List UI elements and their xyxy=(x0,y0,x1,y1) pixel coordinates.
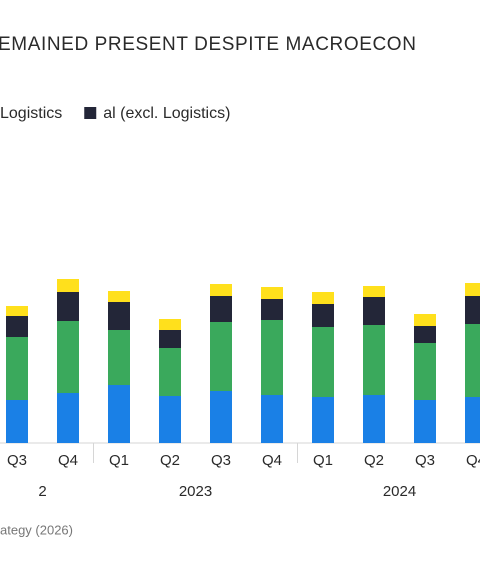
x-group-label: 2023 xyxy=(179,483,212,500)
bar-segment xyxy=(414,400,436,443)
bar-segment xyxy=(57,292,79,321)
bar-segment xyxy=(363,286,385,297)
legend-label: Logistics xyxy=(0,105,62,122)
x-group-label: 2 xyxy=(38,483,46,500)
chart-title: EMAINED PRESENT DESPITE MACROECON xyxy=(0,34,417,55)
x-tick-label: Q4 xyxy=(466,452,480,469)
bar-segment xyxy=(159,319,181,330)
bar-segment xyxy=(261,395,283,443)
bar-segment xyxy=(312,292,334,304)
bar-segment xyxy=(261,287,283,299)
x-tick-label: Q2 xyxy=(364,452,384,469)
bar-segment xyxy=(465,296,480,324)
bar-segment xyxy=(465,397,480,443)
bar-segment xyxy=(210,296,232,322)
bar-segment xyxy=(210,284,232,296)
bar-segment xyxy=(363,325,385,395)
bar-segment xyxy=(6,306,28,316)
bar-segment xyxy=(159,330,181,348)
legend-swatch xyxy=(84,107,97,119)
bar-segment xyxy=(159,348,181,396)
bar-segment xyxy=(363,297,385,325)
x-tick-label: Q4 xyxy=(262,452,282,469)
bar-segment xyxy=(465,283,480,296)
bar-segment xyxy=(108,330,130,385)
x-tick-label: Q3 xyxy=(7,452,27,469)
bar-segment xyxy=(210,322,232,391)
bar-segment xyxy=(6,316,28,337)
bar-segment xyxy=(312,304,334,327)
bar-segment xyxy=(261,299,283,320)
x-tick-label: Q4 xyxy=(58,452,78,469)
x-tick-label: Q1 xyxy=(109,452,129,469)
bar-segment xyxy=(363,395,385,443)
bar-segment xyxy=(414,343,436,400)
bar-segment xyxy=(6,337,28,400)
legend-label: al (excl. Logistics) xyxy=(103,105,230,122)
bar-segment xyxy=(6,400,28,443)
bar-segment xyxy=(312,327,334,397)
bar-segment xyxy=(108,385,130,443)
bar-segment xyxy=(261,320,283,395)
x-tick-label: Q3 xyxy=(211,452,231,469)
bar-segment xyxy=(108,291,130,302)
bar-segment xyxy=(414,314,436,326)
x-group-label: 2024 xyxy=(383,483,416,500)
x-tick-label: Q3 xyxy=(415,452,435,469)
bar-segment xyxy=(414,326,436,343)
source: ategy (2026) xyxy=(0,522,73,537)
x-tick-label: Q1 xyxy=(313,452,333,469)
bar-segment xyxy=(57,321,79,393)
bar-segment xyxy=(57,393,79,443)
bar-segment xyxy=(57,279,79,292)
x-tick-label: Q2 xyxy=(160,452,180,469)
bar-segment xyxy=(108,302,130,330)
bar-segment xyxy=(312,397,334,443)
bar-segment xyxy=(159,396,181,443)
bar-segment xyxy=(465,324,480,397)
bar-segment xyxy=(210,391,232,443)
